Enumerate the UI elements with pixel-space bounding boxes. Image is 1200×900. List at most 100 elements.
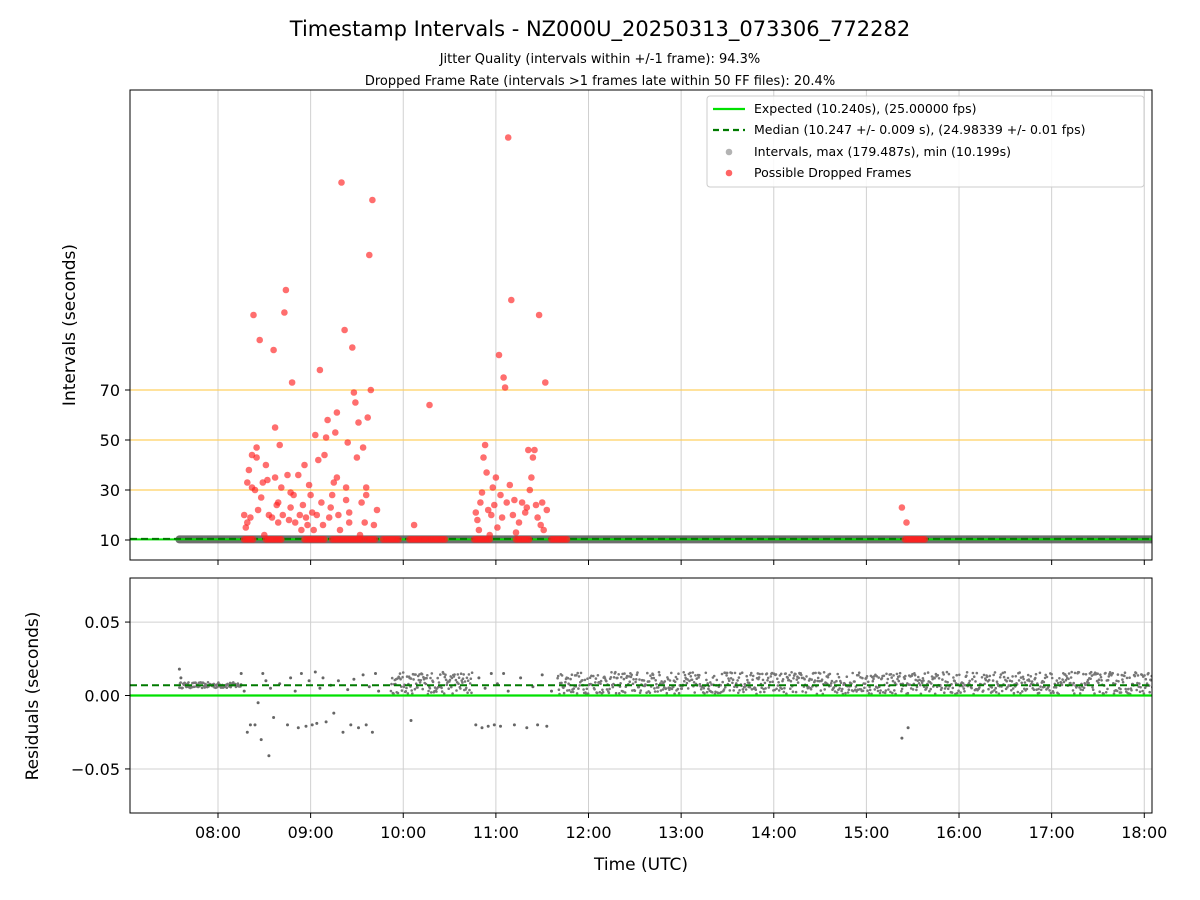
x-tick-label: 17:00 xyxy=(1029,823,1075,842)
residual-point xyxy=(805,675,808,678)
residual-point xyxy=(982,673,986,677)
residual-point xyxy=(1048,689,1051,692)
residual-point xyxy=(776,684,780,687)
intervals-y-ticks: 10 30 50 70 xyxy=(100,381,130,550)
residual-point xyxy=(1003,671,1007,674)
residual-point xyxy=(642,679,646,682)
residual-point xyxy=(583,678,587,682)
residual-point xyxy=(942,673,945,676)
residual-point xyxy=(1030,680,1034,683)
residual-point xyxy=(637,685,641,689)
residual-point xyxy=(980,676,984,679)
dropped-frame-point xyxy=(373,506,381,514)
residual-point xyxy=(716,691,720,695)
dropped-frame-point xyxy=(244,519,251,526)
residual-point xyxy=(1141,689,1144,693)
residual-point xyxy=(545,724,549,728)
residual-point xyxy=(659,689,663,692)
residual-point xyxy=(863,686,866,690)
residual-point xyxy=(857,673,860,677)
residual-point xyxy=(1062,680,1066,684)
dropped-frame-point xyxy=(264,476,271,484)
residual-point xyxy=(791,690,795,693)
dropped-frame-point xyxy=(488,511,495,519)
residual-point xyxy=(440,686,443,690)
residual-point xyxy=(685,681,689,685)
residual-point xyxy=(572,687,576,690)
x-tick-label: 12:00 xyxy=(565,823,611,842)
residual-point xyxy=(1133,674,1137,678)
residual-point xyxy=(623,691,627,694)
residual-point xyxy=(639,689,643,692)
residual-point xyxy=(956,691,959,695)
residual-point xyxy=(502,672,506,675)
residual-point xyxy=(1070,670,1073,674)
dropped-frame-point xyxy=(477,499,484,506)
residual-point xyxy=(883,691,887,695)
dropped-frame-point xyxy=(336,526,344,534)
residual-point xyxy=(489,672,493,675)
residual-point xyxy=(1069,681,1072,685)
residual-point xyxy=(588,676,592,679)
residual-point xyxy=(296,726,300,730)
residual-point xyxy=(803,677,806,681)
residual-point xyxy=(470,671,474,674)
legend-intervals-dot-swatch xyxy=(725,148,733,156)
residual-point xyxy=(818,672,822,675)
residual-point xyxy=(483,686,487,690)
residual-point xyxy=(645,691,648,694)
residual-point xyxy=(631,689,634,692)
residual-point xyxy=(364,723,368,727)
residual-point xyxy=(911,688,915,691)
residual-point xyxy=(781,678,785,681)
residual-point xyxy=(928,689,931,693)
residual-point xyxy=(635,673,639,676)
residual-point xyxy=(1121,680,1125,684)
residual-point xyxy=(1138,690,1142,694)
residual-point xyxy=(611,685,615,689)
residual-point xyxy=(906,691,910,695)
residual-point xyxy=(569,690,573,694)
dropped-frame-point xyxy=(338,179,345,186)
residual-point xyxy=(402,685,406,689)
residual-point xyxy=(506,689,510,693)
x-tick-label: 09:00 xyxy=(288,823,334,842)
residual-point xyxy=(794,690,798,694)
residual-point xyxy=(267,754,271,758)
residual-point xyxy=(461,681,464,684)
intervals-y-tick-label: 10 xyxy=(100,531,120,550)
residual-point xyxy=(715,678,719,682)
residual-point xyxy=(660,680,663,683)
residual-point xyxy=(1026,673,1030,677)
residual-point xyxy=(955,673,958,677)
residual-point xyxy=(784,672,787,675)
residual-point xyxy=(566,689,569,692)
residual-point xyxy=(1130,689,1133,692)
residual-band-1 xyxy=(389,670,474,696)
residual-point xyxy=(556,674,560,678)
residual-point xyxy=(812,671,815,675)
residual-point xyxy=(991,690,994,693)
residual-point xyxy=(801,690,804,693)
residual-point xyxy=(757,676,761,679)
residual-point xyxy=(941,678,944,681)
residual-point xyxy=(995,680,999,683)
dropped-frame-point xyxy=(474,516,481,524)
residual-point xyxy=(463,680,467,683)
residual-point xyxy=(761,678,765,682)
residual-point xyxy=(444,678,448,682)
dropped-frame-point xyxy=(324,416,331,424)
residual-point xyxy=(951,686,955,690)
dropped-frame-point xyxy=(475,526,483,534)
residual-point xyxy=(550,689,553,693)
residual-point xyxy=(795,678,799,681)
residual-point xyxy=(437,681,441,684)
residual-point xyxy=(470,691,473,695)
residual-point xyxy=(673,680,677,684)
residual-point xyxy=(1073,692,1076,695)
residual-point xyxy=(442,672,445,675)
residual-point xyxy=(465,686,468,690)
residual-point xyxy=(868,685,871,689)
residual-point xyxy=(655,682,658,686)
residuals-data xyxy=(130,667,1152,758)
